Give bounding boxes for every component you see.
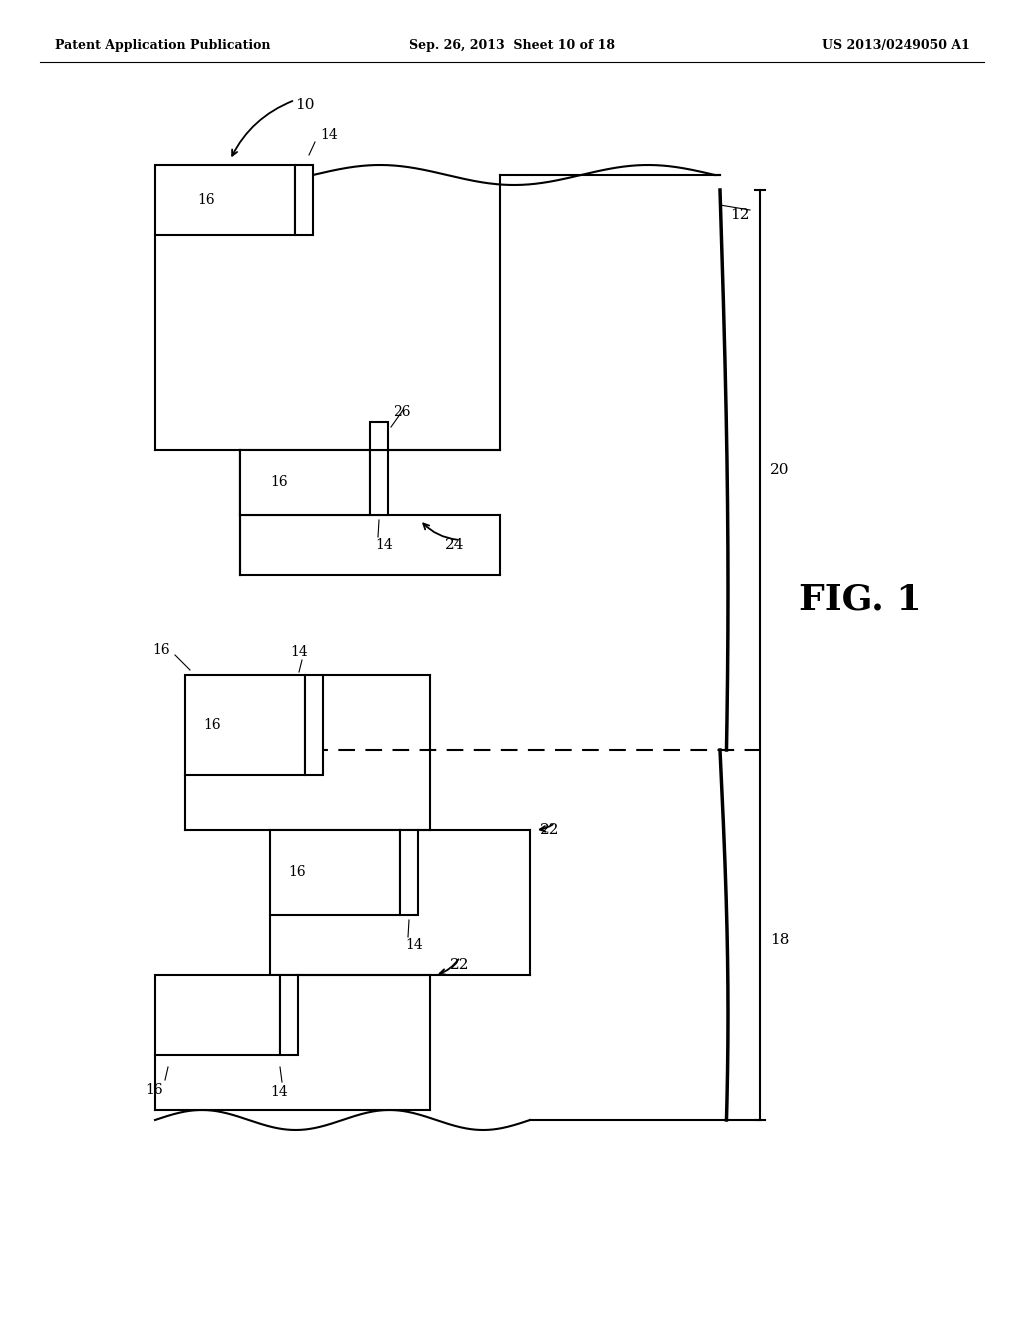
Text: 16: 16	[288, 866, 305, 879]
Bar	[185, 675, 305, 775]
Text: 16: 16	[145, 1082, 163, 1097]
Text: 14: 14	[375, 539, 393, 552]
Text: 16: 16	[152, 643, 170, 657]
Text: 22: 22	[540, 822, 559, 837]
Text: 12: 12	[730, 209, 750, 222]
Text: 14: 14	[319, 128, 338, 143]
Text: 26: 26	[393, 405, 411, 418]
Text: Patent Application Publication: Patent Application Publication	[55, 38, 270, 51]
Text: 14: 14	[290, 645, 308, 659]
Bar	[400, 830, 418, 915]
Bar	[305, 675, 323, 775]
Bar	[370, 422, 388, 450]
Text: 20: 20	[770, 463, 790, 477]
Text: FIG. 1: FIG. 1	[799, 583, 922, 616]
Text: 16: 16	[270, 475, 288, 490]
Text: US 2013/0249050 A1: US 2013/0249050 A1	[822, 38, 970, 51]
Bar	[270, 830, 400, 915]
Text: 24: 24	[445, 539, 465, 552]
Bar	[370, 450, 388, 515]
Text: 14: 14	[270, 1085, 288, 1100]
Text: Sep. 26, 2013  Sheet 10 of 18: Sep. 26, 2013 Sheet 10 of 18	[409, 38, 615, 51]
Text: 16: 16	[203, 718, 220, 733]
Bar	[155, 975, 280, 1055]
Bar	[240, 450, 370, 515]
Bar	[295, 165, 313, 235]
Text: 14: 14	[406, 939, 423, 952]
Text: 16: 16	[197, 193, 215, 207]
Text: 10: 10	[295, 98, 314, 112]
Text: 22: 22	[450, 958, 469, 972]
Text: 18: 18	[770, 933, 790, 946]
Bar	[280, 975, 298, 1055]
Bar	[155, 165, 295, 235]
